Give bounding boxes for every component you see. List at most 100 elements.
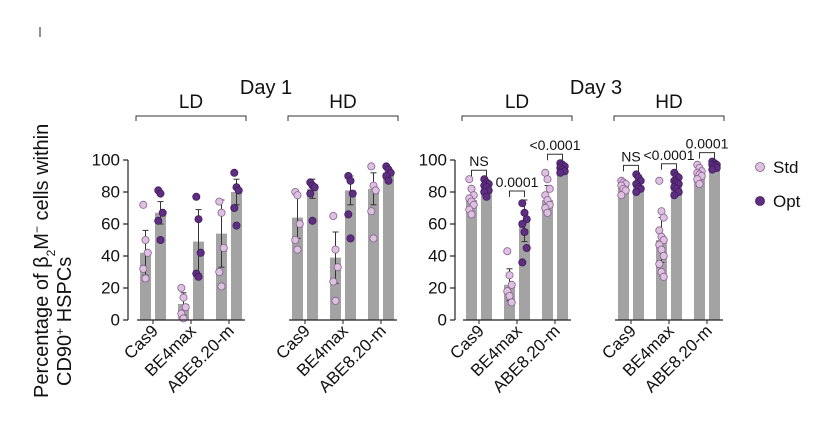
bar-opt xyxy=(671,184,682,320)
data-point-opt xyxy=(156,189,165,198)
data-point-opt xyxy=(194,272,203,281)
data-point-std xyxy=(179,293,188,302)
bar-std xyxy=(330,257,341,320)
y-tick-label: 100 xyxy=(419,151,447,170)
data-point-opt xyxy=(156,235,165,244)
data-point-std xyxy=(617,191,626,200)
data-point-std xyxy=(179,314,188,323)
bar-opt xyxy=(633,185,644,320)
data-point-std xyxy=(141,274,150,283)
group-bracket xyxy=(135,115,247,121)
group-label: HD xyxy=(329,92,356,113)
significance-bracket xyxy=(623,164,639,172)
y-tick-label: 20 xyxy=(428,279,447,298)
data-point-std xyxy=(467,210,476,219)
bar-opt xyxy=(307,188,318,320)
y-tick-label: 20 xyxy=(101,279,120,298)
bar-opt xyxy=(481,187,492,320)
data-point-opt xyxy=(230,203,239,212)
significance-label: NS xyxy=(469,153,488,169)
data-point-opt xyxy=(708,165,717,174)
bar-std xyxy=(140,252,151,320)
data-point-std xyxy=(331,296,340,305)
data-point-std xyxy=(141,235,150,244)
data-point-opt xyxy=(670,191,679,200)
y-tick-label: 40 xyxy=(101,247,120,266)
significance-bracket xyxy=(471,169,487,177)
bar-opt xyxy=(557,168,568,320)
data-point-opt xyxy=(518,219,527,228)
bar-std xyxy=(292,217,303,320)
significance-label: <0.0001 xyxy=(530,137,581,153)
significance-label: 0.0001 xyxy=(686,136,729,152)
bar-std xyxy=(618,185,629,320)
y-axis-label-line2: CD90+ HSPCs xyxy=(53,257,76,386)
data-point-std xyxy=(215,267,224,276)
data-point-std xyxy=(177,283,186,292)
data-point-opt xyxy=(482,192,491,201)
data-point-opt xyxy=(310,183,319,192)
panel-title: Day 1 xyxy=(240,77,292,99)
data-point-opt xyxy=(230,168,239,177)
data-point-opt xyxy=(158,208,167,217)
data-point-std xyxy=(367,207,376,216)
bar-std xyxy=(694,172,705,320)
y-tick-label: 60 xyxy=(428,215,447,234)
data-point-std xyxy=(655,259,664,268)
data-point-std xyxy=(217,282,226,291)
data-point-std xyxy=(293,191,302,200)
data-point-std xyxy=(215,197,224,206)
group-bracket xyxy=(287,115,399,121)
y-tick-label: 80 xyxy=(428,183,447,202)
data-point-std xyxy=(295,219,304,228)
data-point-opt xyxy=(520,227,529,236)
data-point-opt xyxy=(632,187,641,196)
data-point-std xyxy=(505,271,514,280)
data-point-std xyxy=(659,213,668,222)
data-point-opt xyxy=(556,168,565,177)
data-point-std xyxy=(543,175,552,184)
bar-opt xyxy=(231,192,242,320)
data-point-opt xyxy=(232,221,241,230)
significance-bracket xyxy=(661,163,677,170)
data-point-std xyxy=(367,162,376,171)
group-label: HD xyxy=(655,92,682,113)
data-point-opt xyxy=(346,234,355,243)
panel-title: Day 3 xyxy=(570,77,622,99)
bar-opt xyxy=(193,241,204,320)
y-tick-label: 0 xyxy=(438,311,447,330)
data-point-std xyxy=(371,186,380,195)
data-point-std xyxy=(507,298,516,307)
data-point-opt xyxy=(344,210,353,219)
legend-marker-std xyxy=(755,162,765,172)
bar-opt xyxy=(155,212,166,320)
bar-std xyxy=(368,188,379,320)
data-point-opt xyxy=(308,216,317,225)
bar-opt xyxy=(345,190,356,320)
data-point-std xyxy=(503,247,512,256)
data-point-std xyxy=(291,235,300,244)
data-point-std xyxy=(329,277,338,286)
y-tick-label: 60 xyxy=(101,215,120,234)
data-point-std xyxy=(369,234,378,243)
data-point-opt xyxy=(518,199,527,208)
data-point-std xyxy=(139,200,148,209)
significance-bracket xyxy=(547,153,563,161)
data-point-std xyxy=(465,175,474,184)
data-point-opt xyxy=(154,216,163,225)
data-point-opt xyxy=(196,248,205,257)
bar-opt xyxy=(709,166,720,320)
data-point-opt xyxy=(234,186,243,195)
data-point-std xyxy=(545,184,554,193)
significance-label: 0.0001 xyxy=(496,174,539,190)
y-tick-label: 80 xyxy=(101,183,120,202)
data-point-opt xyxy=(384,176,393,185)
y-tick-label: 100 xyxy=(92,151,120,170)
group-bracket xyxy=(461,115,573,121)
data-point-std xyxy=(333,263,342,272)
data-point-std xyxy=(293,245,302,254)
data-point-opt xyxy=(192,192,201,201)
bar-opt xyxy=(519,220,530,320)
